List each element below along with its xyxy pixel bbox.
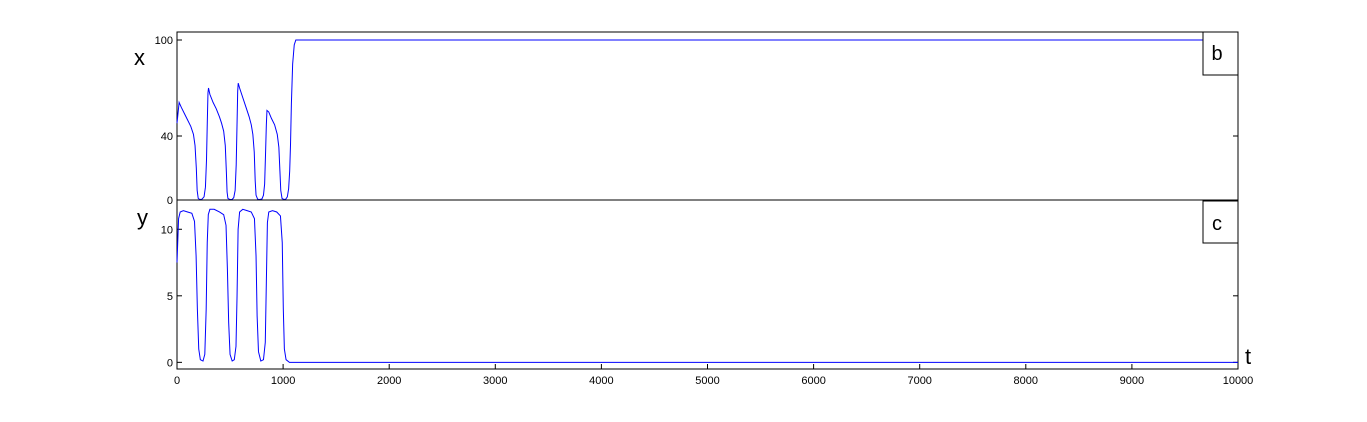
panel-c-frame — [176, 199, 1239, 370]
ytick-label: 100 — [155, 35, 173, 47]
xtick-label: 4000 — [589, 375, 613, 387]
panel-label-b: b — [1211, 43, 1222, 65]
ytick-label: 5 — [167, 291, 173, 303]
xtick-label: 1000 — [271, 375, 295, 387]
panel-b-x: 0 40 100 x b — [134, 31, 1239, 207]
xtick-label: 0 — [174, 375, 180, 387]
xtick-label: 3000 — [483, 375, 507, 387]
panel-b-yticks: 0 40 100 — [155, 35, 1238, 207]
y-axis-label-y: y — [137, 205, 148, 230]
xtick-label: 8000 — [1014, 375, 1038, 387]
y-axis-label-x: x — [134, 45, 145, 70]
y-series-line — [176, 208, 1238, 363]
ytick-label: 0 — [167, 357, 173, 369]
xtick-label: 10000 — [1223, 375, 1254, 387]
panel-b-frame — [176, 31, 1239, 201]
xtick-label: 9000 — [1120, 375, 1144, 387]
x-axis-ticks: 0 1000 2000 3000 4000 5000 6000 7000 8000 9000 100… — [174, 364, 1253, 387]
panel-c-y: 0 5 10 0 1000 2000 3000 4000 5000 6000 7000 8000 90… — [137, 199, 1253, 387]
panel-label-box-c: c — [1202, 200, 1239, 244]
panel-label-box-b: b — [1202, 31, 1239, 76]
ytick-label: 0 — [167, 195, 173, 207]
xtick-label: 2000 — [377, 375, 401, 387]
ytick-label: 10 — [161, 224, 173, 236]
panel-label-c: c — [1212, 213, 1222, 235]
xtick-label: 6000 — [801, 375, 825, 387]
xtick-label: 5000 — [695, 375, 719, 387]
x-axis-label-t: t — [1245, 344, 1251, 369]
x-series-line — [176, 39, 1238, 201]
xtick-label: 7000 — [907, 375, 931, 387]
ytick-label: 40 — [161, 131, 173, 143]
